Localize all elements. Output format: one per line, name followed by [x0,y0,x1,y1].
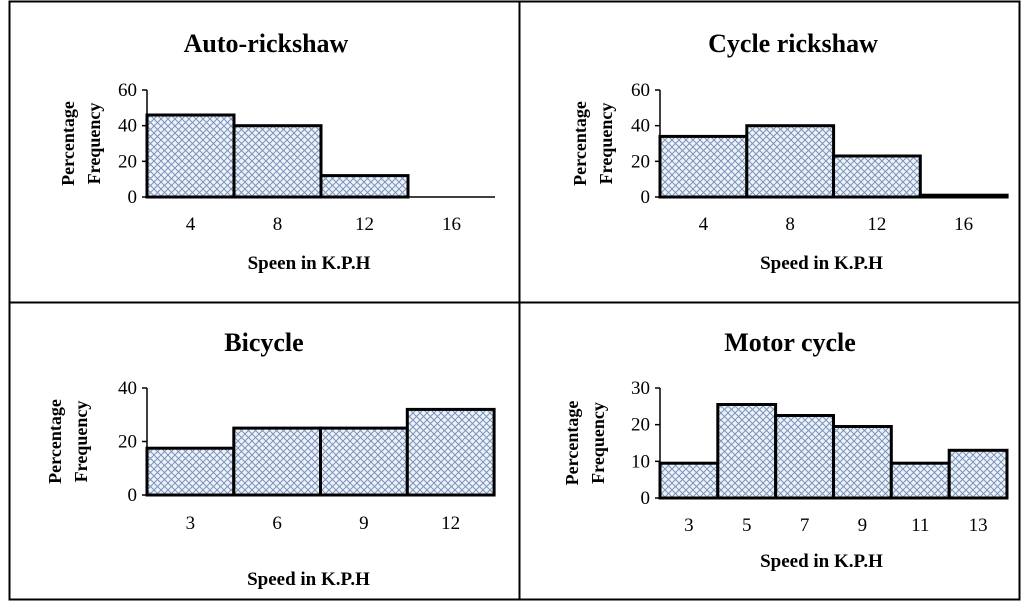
x-tick-label: 9 [359,513,369,534]
y-tick-label: 0 [641,187,651,208]
y-tick-label: 40 [631,116,650,137]
chart-title: Cycle rickshaw [708,29,878,58]
x-tick-label: 16 [954,214,973,235]
y-tick-label: 0 [128,485,138,506]
y-axis-label: Percentage [562,401,582,486]
y-tick-label: 0 [128,187,138,208]
y-tick-label: 20 [118,151,137,172]
bar-7 [774,414,836,500]
y-tick-label: 20 [631,415,650,436]
x-tick-label: 4 [699,214,709,235]
x-axis-label: Speed in K.P.H [760,551,883,572]
chart-title: Motor cycle [724,328,856,357]
x-tick-label: 8 [273,214,283,235]
chart-auto-rickshaw: Auto-rickshaw 0 20 40 60 4 8 12 16 Speen in K.P.H… [58,29,495,274]
y-axis-label: Percentage [570,101,590,186]
x-tick-label: 12 [355,214,374,235]
y-tick-label: 40 [118,378,137,399]
bar-13 [947,448,1009,500]
x-tick-label: 12 [441,513,460,534]
bar-4 [658,134,749,199]
x-tick-label: 12 [867,214,886,235]
bar-12 [405,407,496,497]
bar-9 [832,425,893,500]
y-tick-label: 60 [118,80,137,101]
x-axis-label: Speed in K.P.H [247,569,370,590]
chart-cycle-rickshaw: Cycle rickshaw 0 20 40 60 4 8 12 16 Speed in K.P.… [570,29,1009,274]
y-tick-label: 0 [641,488,651,509]
x-tick-label: 4 [186,214,196,235]
chart-title: Bicycle [224,328,303,357]
chart-motor-cycle: Motor cycle 0 10 20 30 3 5 7 9 11 13 Speed in K.P.H… [562,328,1009,572]
y-tick-label: 30 [631,378,650,399]
chart-bicycle: Bicycle 0 20 40 3 6 9 12 Speed in K.P.H Percentag… [45,328,496,590]
x-tick-label: 5 [742,515,752,536]
bar-4 [145,113,236,199]
x-axis-label: Speed in K.P.H [760,253,883,274]
bar-6 [232,426,323,497]
bar-8 [232,124,323,199]
x-tick-label: 16 [442,214,461,235]
y-tick-label: 20 [118,432,137,453]
panel-frame [8,0,1021,601]
bar-12 [832,154,922,199]
y-tick-label: 20 [631,151,650,172]
x-tick-label: 7 [800,515,810,536]
x-tick-label: 11 [911,515,929,536]
x-tick-label: 13 [969,515,988,536]
bar-8 [745,124,836,199]
x-tick-label: 3 [684,515,694,536]
y-axis-label: Frequency [596,103,616,185]
y-tick-label: 60 [631,80,650,101]
bar-5 [716,403,778,500]
x-tick-label: 9 [858,515,868,536]
y-axis-label: Frequency [588,402,608,484]
y-tick-label: 10 [631,451,650,472]
bar-3 [658,461,720,500]
x-tick-label: 3 [186,513,196,534]
bar-11 [889,461,951,500]
bar-12 [319,174,410,199]
x-tick-label: 8 [785,214,795,235]
chart-title: Auto-rickshaw [184,29,349,58]
x-tick-label: 6 [272,513,282,534]
x-axis-label: Speen in K.P.H [248,253,371,274]
y-axis-label: Percentage [58,101,78,186]
bar-9 [319,426,409,497]
y-axis-label: Percentage [45,399,65,484]
y-axis-label: Frequency [71,401,91,483]
y-tick-label: 40 [118,116,137,137]
bar-3 [145,446,236,497]
y-axis-label: Frequency [84,103,104,185]
